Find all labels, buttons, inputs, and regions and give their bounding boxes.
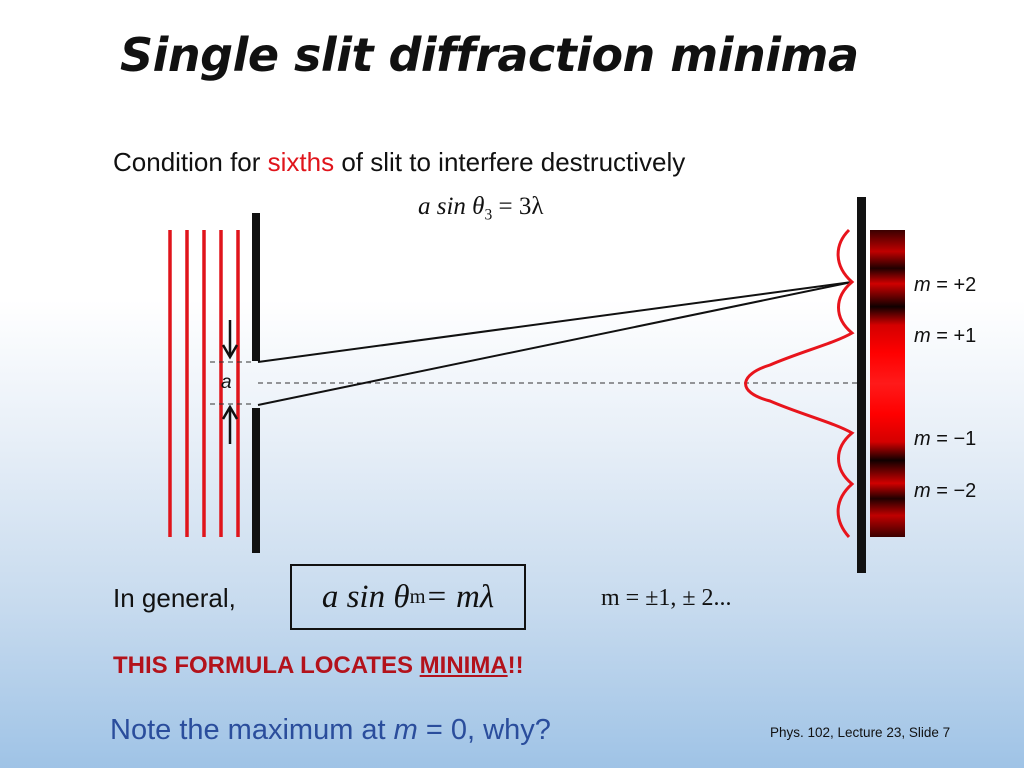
formula-third-minimum: a sin θ3 = 3λ bbox=[418, 193, 543, 224]
formula-top-lhs: a sin θ bbox=[418, 193, 485, 220]
note-suffix: = 0, why? bbox=[417, 714, 551, 746]
m-var: m bbox=[914, 325, 931, 347]
slit-barrier bbox=[252, 213, 260, 553]
general-formula-subscript: m bbox=[409, 585, 426, 608]
ray-top bbox=[257, 281, 853, 363]
label-m-plus-2: m = +2 bbox=[914, 274, 976, 297]
general-formula-lhs: a sin θ bbox=[321, 578, 410, 615]
locates-minima-word: MINIMA bbox=[419, 652, 508, 679]
slide-footer: Phys. 102, Lecture 23, Slide 7 bbox=[770, 725, 951, 740]
incoming-wavefronts bbox=[168, 230, 240, 537]
m-value: = +1 bbox=[930, 325, 977, 347]
locates-suffix: !! bbox=[507, 652, 524, 679]
screen-bar bbox=[857, 197, 866, 573]
condition-text: Condition for sixths of slit to interfer… bbox=[113, 147, 685, 178]
locates-minima-text: THIS FORMULA LOCATES MINIMA!! bbox=[113, 652, 524, 680]
note-prefix: Note the maximum at bbox=[110, 714, 394, 746]
condition-suffix: of slit to interfere destructively bbox=[334, 147, 686, 177]
note-var: m bbox=[393, 714, 418, 746]
m-value: = −2 bbox=[930, 480, 977, 502]
label-m-minus-1: m = −1 bbox=[914, 428, 976, 451]
slide-title: Single slit diffraction minima bbox=[120, 28, 859, 82]
m-var: m bbox=[914, 428, 931, 450]
slit-width-arrows bbox=[221, 320, 239, 444]
barrier-upper bbox=[252, 213, 260, 361]
slit-width-label: a bbox=[221, 372, 232, 393]
in-general-label: In general, bbox=[113, 583, 236, 613]
m-var: m bbox=[914, 480, 931, 502]
slit-width-markers bbox=[210, 361, 252, 405]
locates-prefix: THIS FORMULA LOCATES bbox=[113, 652, 420, 679]
condition-highlight: sixths bbox=[267, 147, 335, 177]
intensity-curve bbox=[744, 228, 855, 538]
rays bbox=[257, 281, 853, 406]
up-arrow-head bbox=[221, 404, 239, 420]
diffraction-pattern bbox=[870, 230, 905, 537]
formula-top-subscript: 3 bbox=[484, 206, 493, 224]
condition-prefix: Condition for bbox=[113, 147, 268, 177]
m-values: m = ±1, ± 2... bbox=[601, 585, 732, 611]
ray-bottom bbox=[257, 281, 853, 406]
barrier-lower bbox=[252, 408, 260, 553]
label-m-minus-2: m = −2 bbox=[914, 480, 976, 503]
general-formula-rhs: = mλ bbox=[425, 578, 495, 615]
down-arrow-head bbox=[221, 344, 239, 360]
m-var: m bbox=[914, 274, 931, 296]
formula-top-rhs: = 3λ bbox=[492, 193, 544, 220]
m-value: = −1 bbox=[930, 428, 977, 450]
m-value: = +2 bbox=[930, 274, 977, 296]
label-m-plus-1: m = +1 bbox=[914, 325, 976, 348]
note-text: Note the maximum at m = 0, why? bbox=[110, 714, 551, 747]
